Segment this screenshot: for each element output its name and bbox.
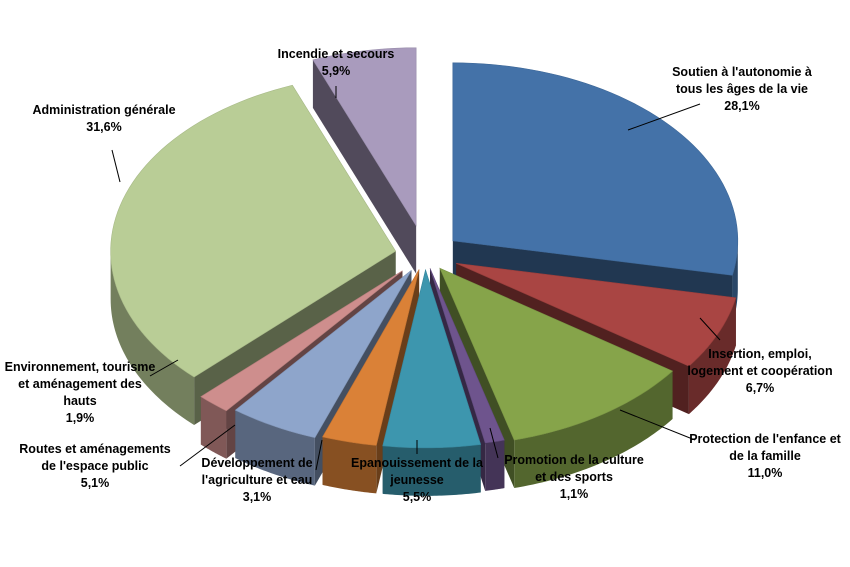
leader-line-7	[179, 424, 236, 467]
data-label-7: Routes et aménagements de l'espace public…	[19, 442, 170, 490]
data-label-3: Protection de l'enfance et de la famille 1…	[689, 432, 841, 480]
slice-6-top	[322, 269, 420, 446]
slice-10-top	[312, 47, 417, 227]
data-label-value: 31,6%	[86, 120, 121, 134]
data-label-value: 3,1%	[243, 490, 272, 504]
slice-5-rim	[382, 444, 481, 496]
slice-5-top	[382, 268, 482, 449]
leader-lines	[111, 86, 721, 471]
data-label-category: jeunesse	[389, 473, 444, 487]
data-label-value: 1,1%	[560, 487, 589, 501]
slice-7-top	[234, 269, 412, 439]
data-label-category: et des sports	[535, 470, 613, 484]
data-label-10: Incendie et secours 5,9%	[278, 47, 395, 78]
leader-line-9	[111, 149, 121, 183]
slice-4-rim	[485, 440, 505, 491]
data-label-category: Protection de l'enfance et	[689, 432, 841, 446]
leader-line-3	[619, 409, 696, 441]
slice-9-rim	[110, 251, 195, 426]
data-label-value: 1,9%	[66, 411, 95, 425]
leader-line-2	[699, 317, 721, 341]
data-label-value: 28,1%	[724, 99, 759, 113]
leader-line-4	[489, 427, 499, 459]
slice-10	[312, 47, 417, 274]
data-label-category: Insertion, emploi,	[708, 347, 812, 361]
data-label-9: Administration générale 31,6%	[32, 103, 175, 134]
data-label-category: l'agriculture et eau	[202, 473, 313, 487]
slice-6-rim	[322, 436, 377, 494]
data-label-category: Epanouissement de la	[351, 456, 484, 470]
data-label-category: Environnement, tourisme	[5, 360, 156, 374]
data-label-category: Routes et aménagements	[19, 442, 170, 456]
leader-line-8	[149, 359, 179, 377]
data-label-category: Développement de	[201, 456, 312, 470]
data-labels: Soutien à l'autonomie à tous les âges de …	[5, 47, 842, 504]
slice-3-rim	[514, 371, 673, 489]
data-label-value: 5,1%	[81, 476, 110, 490]
data-label-category: Soutien à l'autonomie à	[672, 65, 812, 79]
slice-10-wall-1	[312, 59, 417, 274]
slice-8-rim	[200, 396, 227, 459]
data-label-category: Administration générale	[32, 103, 175, 117]
slice-7-rim	[235, 410, 315, 486]
data-label-value: 6,7%	[746, 381, 775, 395]
data-label-category: Promotion de la culture	[504, 453, 644, 467]
slices-layer	[110, 47, 739, 496]
data-label-category: tous les âges de la vie	[676, 82, 808, 96]
data-label-1: Soutien à l'autonomie à tous les âges de …	[672, 65, 812, 113]
slice-9-top	[110, 84, 397, 378]
slice-5	[382, 268, 482, 496]
data-label-8: Environnement, tourisme et aménagement de…	[5, 360, 156, 425]
data-label-value: 11,0%	[748, 466, 783, 480]
data-label-5: Epanouissement de la jeunesse 5,5%	[351, 456, 484, 504]
data-label-category: logement et coopération	[687, 364, 832, 378]
data-label-category: et aménagement des	[18, 377, 142, 391]
slice-3-top	[439, 267, 674, 441]
slice-4-top	[429, 268, 505, 444]
data-label-category: Incendie et secours	[278, 47, 395, 61]
data-label-6: Développement de l'agriculture et eau 3,1%	[201, 456, 312, 504]
data-label-value: 5,9%	[322, 64, 351, 78]
data-label-2: Insertion, emploi, logement et coopératio…	[687, 347, 832, 395]
leader-line-6	[315, 439, 323, 471]
slice-1-top	[452, 62, 739, 276]
slice-2-top	[456, 263, 737, 367]
leader-line-1	[627, 103, 701, 131]
data-label-category: de l'espace public	[41, 459, 148, 473]
slice-2-rim	[688, 297, 736, 415]
data-label-category: de la famille	[729, 449, 801, 463]
data-label-value: 5,5%	[403, 490, 432, 504]
slice-8-top	[200, 270, 403, 412]
data-label-category: hauts	[63, 394, 96, 408]
data-label-4: Promotion de la culture et des sports 1,1%	[504, 453, 644, 501]
